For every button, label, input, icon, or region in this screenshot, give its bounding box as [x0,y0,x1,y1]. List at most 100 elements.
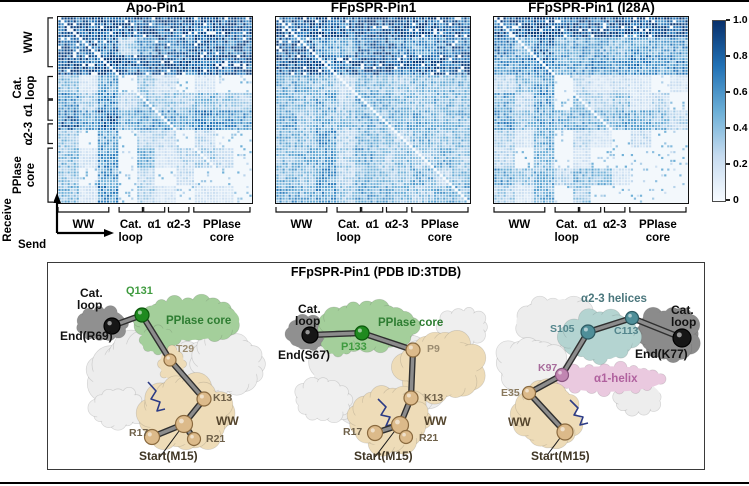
residue-label: K13 [424,392,444,404]
residue-label: Start(M15) [354,449,413,463]
residue-label: End(S67) [278,348,331,362]
residue-label: End(K77) [635,347,688,361]
heatmap-canvas-apo-pin1 [58,17,252,203]
x-band-label: PPIase [639,219,677,231]
residue-label: T29 [176,343,195,355]
x-band-label: PPIase [203,219,241,231]
heatmap-group-apo-pin1: Apo-Pin1 WW Cat. loop α1 α2-3 PPIase core [57,0,257,252]
sphere-highlight-icon [560,427,565,432]
heatmap-canvas-ffpspr-pin1-i28a [494,17,688,203]
x-band-label: α2-3 [603,219,627,231]
x-band-bracket [579,207,602,213]
label-pointer-line [374,427,398,458]
x-band-label: α2-3 [167,219,191,231]
colorbar-tick-mark [726,163,730,165]
x-band-bracket [167,207,190,213]
sphere-highlight-icon [190,434,194,439]
x-band-label: core [428,232,452,244]
structure-view-3: α2-3 helices Cat. loop S105 C113 End(K77) K97 α… [488,282,703,468]
sphere-highlight-icon [408,345,413,350]
top-rule [0,0,749,2]
colorbar-tick-label: 0 [733,194,739,206]
colorbar-tick-label: 0.6 [733,86,748,98]
residue-label: K97 [538,362,558,374]
residue-label: Cat. [671,303,694,317]
sphere-highlight-icon [395,419,400,425]
heatmap-frame [493,16,689,204]
residue-label: α2-3 helices [581,293,647,305]
residue-label: WW [216,414,239,428]
colorbar-tick-mark [726,19,730,21]
colorbar-tick-mark [726,127,730,129]
residue-label: E35 [501,387,520,399]
residue-sphere-tan [174,414,194,434]
x-band-label: WW [509,219,531,231]
residue-label: Start(M15) [531,449,590,463]
structure-view-1: Cat. loop Q131 PPIase core End(R69) T29 K13 WW R… [60,282,275,468]
sphere-highlight-icon [137,310,142,315]
sphere-highlight-icon [147,432,152,437]
x-band-bracket [603,207,626,213]
residue-sphere-tan [163,353,177,367]
sphere-highlight-icon [199,394,204,399]
ligand-stick-icon [147,381,166,412]
residue-sphere-pink [554,367,570,383]
residue-sphere-green [134,307,150,323]
y-band-label: α1 [23,103,35,117]
residue-label: R21 [206,433,226,445]
x-band-bracket [493,207,546,213]
x-band-label: Cat. [556,219,578,231]
residue-label: R17 [343,426,363,438]
heatmap-group-ffpspr-pin1-i28a: FFpSPR-Pin1 (I28A) WW Cat. loop α1 α2-3 PPIas… [493,0,693,252]
residue-sphere-black [301,326,319,344]
structure-panel: FFpSPR-Pin1 (PDB ID:3TDB) Cat. loop Q131 PP… [47,262,705,470]
x-band-label: core [646,232,670,244]
colorbar-tick-label: 0.2 [733,158,748,170]
x-band-bracket [629,207,687,213]
sphere-highlight-icon [525,388,529,393]
x-band-bracket [275,207,328,213]
residue-sphere-tan [366,424,384,442]
sphere-highlight-icon [357,328,362,333]
x-band-bracket [193,207,251,213]
y-band-label: loop [25,76,37,100]
residue-label: PPIase core [166,315,232,327]
x-band-label: α2-3 [385,219,409,231]
x-band-label: WW [73,219,95,231]
bottom-rule [0,482,749,484]
x-band-bracket [143,207,166,213]
backbone-trace [527,316,684,434]
residue-label: WW [424,414,447,428]
sphere-highlight-icon [107,321,112,326]
heatmap-title-apo-pin1: Apo-Pin1 [125,0,186,15]
residue-sphere-tan [196,391,212,407]
residue-sphere-tan [186,431,202,447]
x-band-label: loop [337,232,361,244]
y-band-bracket [47,75,53,100]
send-arrowhead-icon [104,229,114,237]
residue-sphere-black [672,328,692,348]
x-band-bracket [385,207,408,213]
sphere-highlight-icon [305,330,310,335]
x-band-bracket [411,207,469,213]
heatmap-canvas-ffpspr-pin1 [276,17,470,203]
axis-arrows: Receive Send [2,193,114,251]
residue-label: End(R69) [60,329,113,343]
x-band-label: core [210,232,234,244]
y-band-label: core [25,163,37,187]
y-band-label: α2-3 [23,122,35,146]
residue-sphere-teal [580,324,596,340]
x-band-bracket [554,207,579,213]
heatmap-frame [275,16,471,204]
molecular-surface-blob [552,360,667,398]
x-band-label: α1 [583,219,597,231]
ligand-stick-icon [569,399,589,426]
residue-label: Cat. [298,302,321,316]
residue-label: Cat. [80,286,103,300]
x-band-label: Cat. [338,219,360,231]
residue-sphere-tan [521,385,537,401]
residue-sphere-tan [403,390,419,406]
residue-label: R21 [419,432,439,444]
